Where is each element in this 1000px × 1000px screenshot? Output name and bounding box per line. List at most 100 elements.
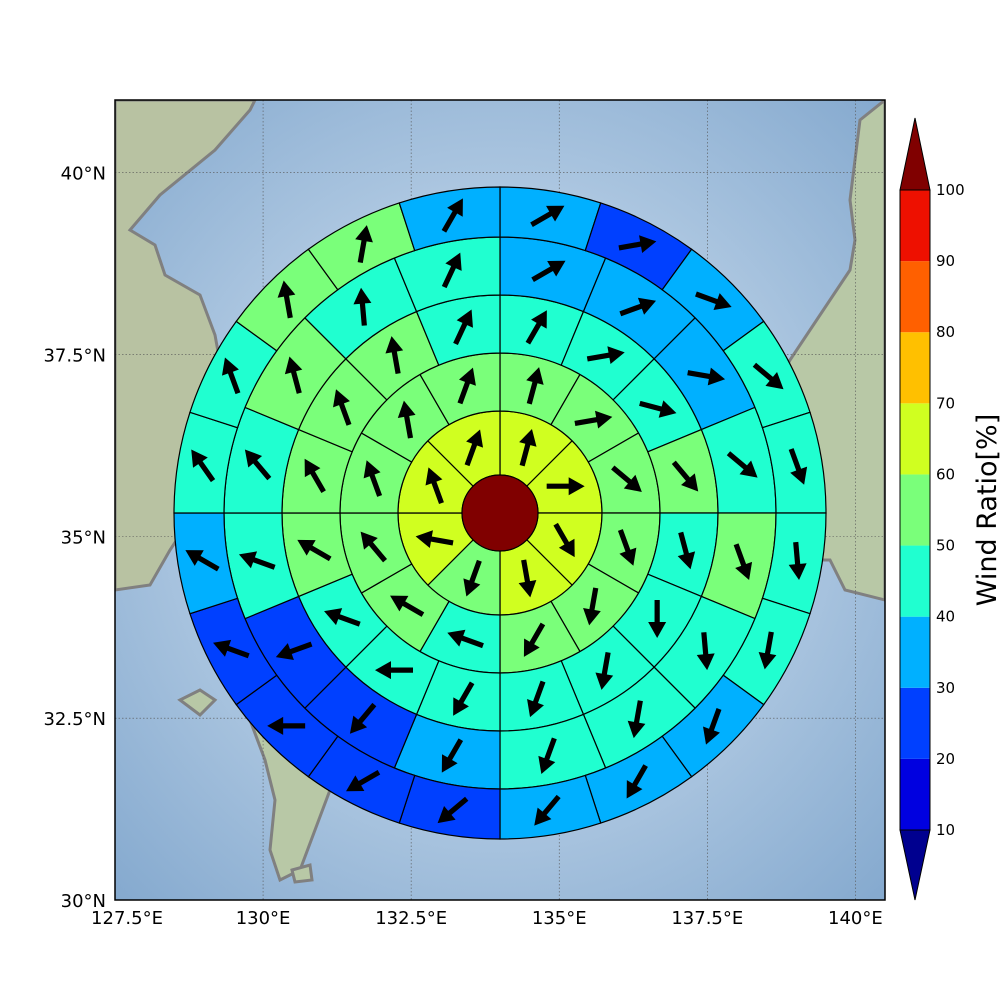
colorbar-segment	[900, 332, 930, 404]
wind-arrow-r5-s1	[530, 205, 565, 227]
wind-arrow-r5-s18	[277, 280, 296, 319]
wind-arrow-r1-s4	[518, 559, 537, 598]
wind-arrow-r5-s20	[441, 198, 463, 233]
wind-arrow-r4-s3	[687, 367, 726, 386]
y-tick-label: 32.5°N	[43, 709, 106, 730]
wind-arrow-r3-s14	[333, 389, 352, 426]
wind-arrow-r3-s12	[297, 539, 332, 562]
small-island	[290, 863, 314, 884]
wind-arrow-r5-s10	[534, 794, 561, 826]
wind-arrow-r4-s11	[275, 641, 313, 661]
wind-arrow-r4-s4	[726, 451, 758, 478]
wind-arrow-r4-s6	[696, 632, 715, 671]
wind-arrow-r4-s7	[627, 700, 646, 739]
wind-arrow-r2-s1	[526, 367, 544, 405]
wind-arrow-r3-s3	[639, 400, 677, 418]
colorbar-tick-label: 90	[936, 252, 955, 270]
wind-arrow-r5-s4	[752, 362, 784, 390]
x-tick-label: 140°E	[828, 908, 883, 929]
wind-arrow-r5-s2	[618, 235, 657, 253]
wind-arrow-r5-s6	[788, 541, 807, 581]
wind-arrow-r3-s10	[374, 661, 413, 680]
colorbar-min-extend	[899, 829, 931, 901]
wind-arrow-r4-s1	[531, 260, 566, 282]
wind-arrow-r4-s16	[441, 252, 462, 289]
x-tick-label: 137.5°E	[671, 908, 743, 929]
colorbar-tick-label: 20	[936, 750, 955, 768]
wind-arrow-r2-s5	[583, 587, 601, 626]
colorbar-tick-label: 50	[936, 537, 955, 555]
wind-arrow-r5-s15	[185, 550, 220, 572]
wind-arrow-r3-s2	[586, 346, 625, 365]
wind-arrow-r5-s14	[213, 639, 250, 659]
wind-arrow-r5-s9	[626, 764, 648, 799]
wind-arrow-r2-s6	[523, 622, 546, 657]
wind-arrow-r5-s12	[346, 769, 381, 792]
colorbar-tick-label: 40	[936, 608, 955, 626]
wind-arrow-r3-s6	[648, 600, 667, 639]
wind-arrow-r5-s13	[267, 716, 306, 735]
wind-arrow-r1-s6	[415, 530, 454, 548]
wind-arrow-r4-s5	[733, 543, 753, 580]
wind-arrow-r5-s3	[695, 291, 732, 310]
wind-arrow-r2-s4	[617, 529, 637, 566]
wind-arrow-r5-s17	[221, 357, 241, 395]
wind-direction-arrows	[185, 198, 808, 826]
wind-arrow-r5-s16	[191, 449, 216, 483]
wind-arrow-r4-s8	[538, 737, 557, 775]
wind-ratio-sectors	[173, 186, 827, 840]
colorbar-tick-label: 80	[936, 323, 955, 341]
jeju-island	[177, 688, 218, 717]
y-tick-label: 37.5°N	[43, 346, 106, 367]
wind-arrow-r4-s10	[349, 702, 377, 734]
y-tick-label: 40°N	[61, 164, 106, 185]
y-tick-label: 30°N	[61, 891, 106, 912]
wind-arrow-r1-s3	[553, 522, 575, 558]
wind-arrow-r2-s11	[397, 400, 416, 439]
y-axis-ticks: 30°N 32.5°N 35°N 37.5°N 40°N	[43, 164, 106, 912]
wind-arrow-r3-s5	[677, 531, 696, 570]
x-tick-label: 127.5°E	[91, 908, 163, 929]
wind-arrow-r2-s8	[390, 595, 425, 617]
colorbar-tick-label: 70	[936, 394, 955, 412]
colorbar-segment	[900, 758, 930, 830]
colorbar-segment	[900, 616, 930, 688]
colorbar-segment	[900, 261, 930, 333]
colorbar-tick-label: 60	[936, 465, 955, 483]
wind-arrow-r3-s7	[595, 651, 614, 690]
x-tick-label: 135°E	[532, 908, 587, 929]
wind-arrow-r2-s10	[363, 460, 383, 497]
colorbar-max-extend	[899, 117, 931, 191]
colorbar-tick-label: 10	[936, 821, 955, 839]
wind-arrow-r4-s12	[238, 551, 276, 570]
wind-arrow-r3-s15	[385, 336, 404, 375]
wind-arrow-r3-s11	[324, 608, 361, 627]
colorbar-tick-label: 30	[936, 679, 955, 697]
wind-arrow-r5-s7	[758, 631, 777, 670]
colorbar-segment	[900, 687, 930, 759]
wind-arrow-r4-s9	[441, 738, 464, 773]
y-tick-label: 35°N	[61, 527, 106, 548]
wind-arrow-r2-s7	[447, 629, 484, 649]
colorbar-tick-label: 100	[936, 181, 965, 199]
wind-arrow-r3-s8	[527, 680, 546, 718]
wind-arrow-r3-s4	[671, 460, 699, 492]
wind-arrow-r3-s9	[453, 681, 475, 716]
wind-arrow-r2-s9	[360, 531, 388, 563]
wind-arrow-r4-s15	[353, 287, 372, 326]
x-axis-ticks: 127.5°E 130°E 132.5°E 135°E 137.5°E 140°E	[91, 908, 883, 929]
colorbar-segment	[900, 403, 930, 475]
colorbar-segment	[900, 474, 930, 546]
wind-arrow-r4-s13	[244, 449, 272, 481]
wind-arrow-r5-s11	[437, 796, 469, 824]
colorbar: 10 20 30 40 50 60 70 80 90 100	[899, 117, 965, 901]
x-tick-label: 130°E	[236, 908, 291, 929]
wind-arrow-r1-s8	[464, 429, 484, 467]
wind-arrow-r3-s16	[453, 309, 473, 346]
wind-arrow-r1-s7	[425, 467, 444, 505]
x-tick-label: 132.5°E	[375, 908, 447, 929]
wind-arrow-r5-s8	[703, 708, 722, 745]
colorbar-segment	[900, 545, 930, 617]
center-circle	[461, 474, 539, 552]
